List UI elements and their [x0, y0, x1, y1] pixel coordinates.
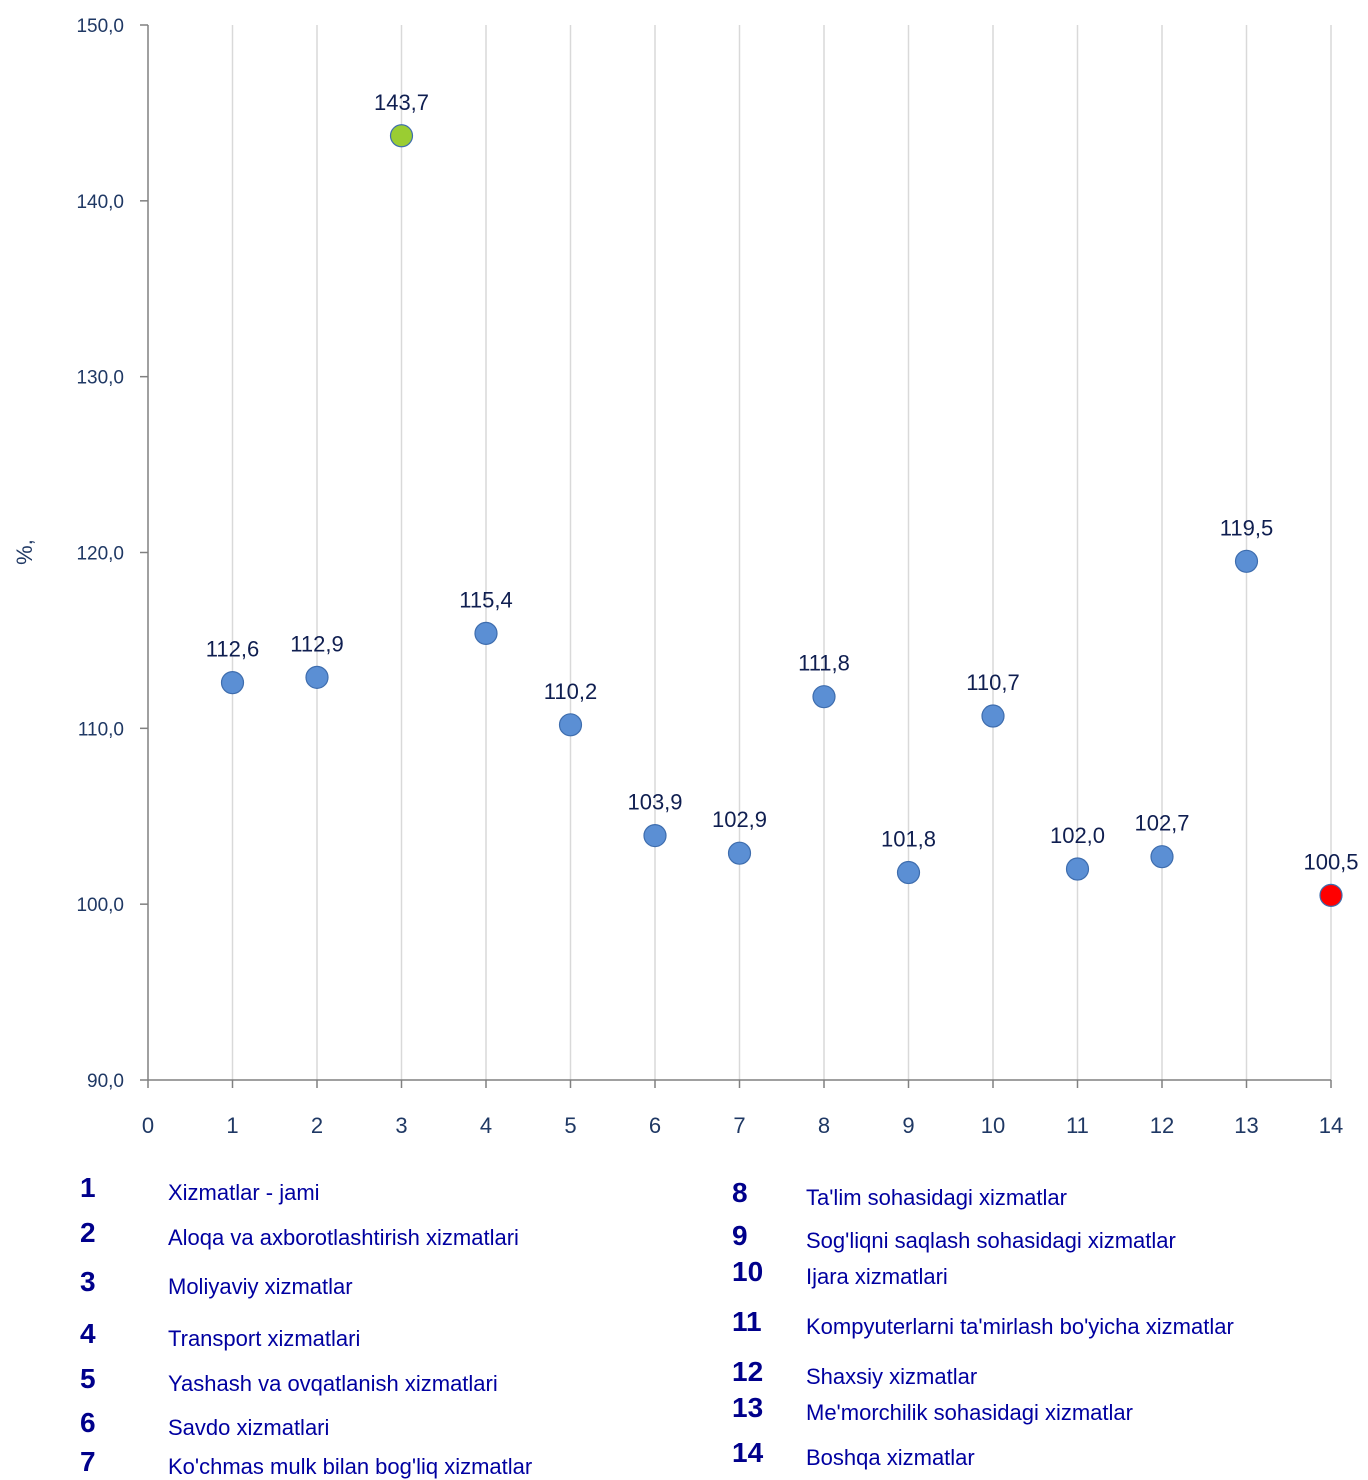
x-tick-label: 11 — [1066, 1113, 1089, 1138]
legend-label: Xizmatlar - jami — [168, 1180, 320, 1205]
x-tick-label: 8 — [818, 1113, 830, 1138]
data-label: 143,7 — [374, 90, 429, 115]
data-label: 101,8 — [881, 827, 936, 852]
y-tick-label: 110,0 — [78, 719, 124, 740]
data-point — [389, 124, 414, 148]
data-point — [1234, 549, 1259, 573]
y-tick-label: 90,0 — [87, 1071, 124, 1092]
legend-label: Sog'liqni saqlash sohasidagi xizmatlar — [806, 1228, 1176, 1253]
x-tick-label: 7 — [733, 1113, 745, 1138]
data-point — [305, 665, 329, 689]
x-tick-label: 14 — [1319, 1113, 1343, 1138]
x-tick-label: 0 — [142, 1113, 154, 1138]
data-label: 111,8 — [798, 651, 850, 676]
x-tick-label: 12 — [1150, 1113, 1174, 1138]
y-tick-label: 140,0 — [76, 192, 124, 213]
data-label: 112,6 — [206, 637, 259, 662]
legend-number: 7 — [80, 1446, 96, 1477]
y-tick-label: 100,0 — [76, 895, 124, 916]
legend-number: 5 — [80, 1363, 96, 1394]
data-label: 110,7 — [966, 670, 1019, 695]
data-point — [643, 823, 667, 848]
x-tick-label: 4 — [480, 1113, 492, 1138]
x-tick-label: 2 — [311, 1113, 323, 1138]
x-tick-label: 3 — [395, 1113, 407, 1138]
legend-number: 10 — [732, 1256, 764, 1287]
data-point — [812, 685, 836, 709]
data-label: 119,5 — [1220, 515, 1273, 540]
x-tick-label: 10 — [981, 1113, 1005, 1138]
legend-number: 6 — [80, 1407, 96, 1438]
legend-number: 13 — [732, 1392, 764, 1423]
data-point — [1150, 845, 1174, 869]
legend-number: 1 — [80, 1172, 96, 1203]
legend-number: 9 — [732, 1220, 748, 1251]
legend-label: Transport xizmatlari — [168, 1326, 361, 1351]
x-tick-label: 1 — [226, 1113, 238, 1138]
x-tick-label: 5 — [564, 1113, 576, 1138]
legend-label: Boshqa xizmatlar — [806, 1445, 975, 1470]
data-label: 115,4 — [459, 587, 512, 612]
y-axis-label: %, — [12, 539, 37, 565]
data-point — [558, 713, 583, 737]
data-label: 103,9 — [627, 790, 682, 815]
x-tick-label: 9 — [902, 1113, 914, 1138]
legend-label: Aloqa va axborotlashtirish xizmatlari — [168, 1225, 519, 1250]
legend-number: 3 — [80, 1266, 96, 1297]
legend-label: Me'morchilik sohasidagi xizmatlar — [806, 1400, 1133, 1425]
data-point — [220, 671, 245, 695]
x-tick-label: 13 — [1234, 1113, 1258, 1138]
legend-label: Ta'lim sohasidagi xizmatlar — [806, 1185, 1067, 1210]
data-label: 102,9 — [712, 807, 767, 832]
legend-label: Moliyaviy xizmatlar — [168, 1274, 353, 1299]
x-tick-label: 6 — [649, 1113, 661, 1138]
legend-label: Ko'chmas mulk bilan bog'liq xizmatlar — [168, 1454, 533, 1479]
data-point — [896, 860, 921, 885]
data-label: 102,0 — [1050, 823, 1105, 848]
legend-number: 14 — [732, 1437, 764, 1468]
data-point — [1065, 857, 1090, 881]
data-point — [727, 841, 752, 865]
y-tick-label: 150,0 — [76, 16, 124, 37]
y-tick-label: 130,0 — [76, 368, 124, 389]
legend-number: 2 — [80, 1217, 96, 1248]
legend-label: Savdo xizmatlari — [168, 1415, 330, 1440]
legend-number: 12 — [732, 1356, 764, 1387]
legend-number: 8 — [732, 1177, 748, 1208]
data-label: 100,5 — [1303, 849, 1358, 874]
legend-number: 4 — [80, 1318, 96, 1349]
y-tick-label: 120,0 — [76, 544, 124, 565]
legend-label: Shaxsiy xizmatlar — [806, 1364, 978, 1389]
legend-number: 11 — [732, 1306, 762, 1337]
data-label: 102,7 — [1134, 811, 1189, 836]
data-label: 112,9 — [290, 631, 343, 656]
legend-label: Ijara xizmatlari — [806, 1264, 948, 1289]
data-label: 110,2 — [544, 679, 597, 704]
data-point — [1319, 883, 1343, 907]
data-point — [981, 704, 1005, 728]
legend-label: Yashash va ovqatlanish xizmatlari — [168, 1371, 498, 1396]
legend-label: Kompyuterlarni ta'mirlash bo'yicha xizma… — [806, 1314, 1234, 1339]
data-point — [474, 621, 498, 645]
